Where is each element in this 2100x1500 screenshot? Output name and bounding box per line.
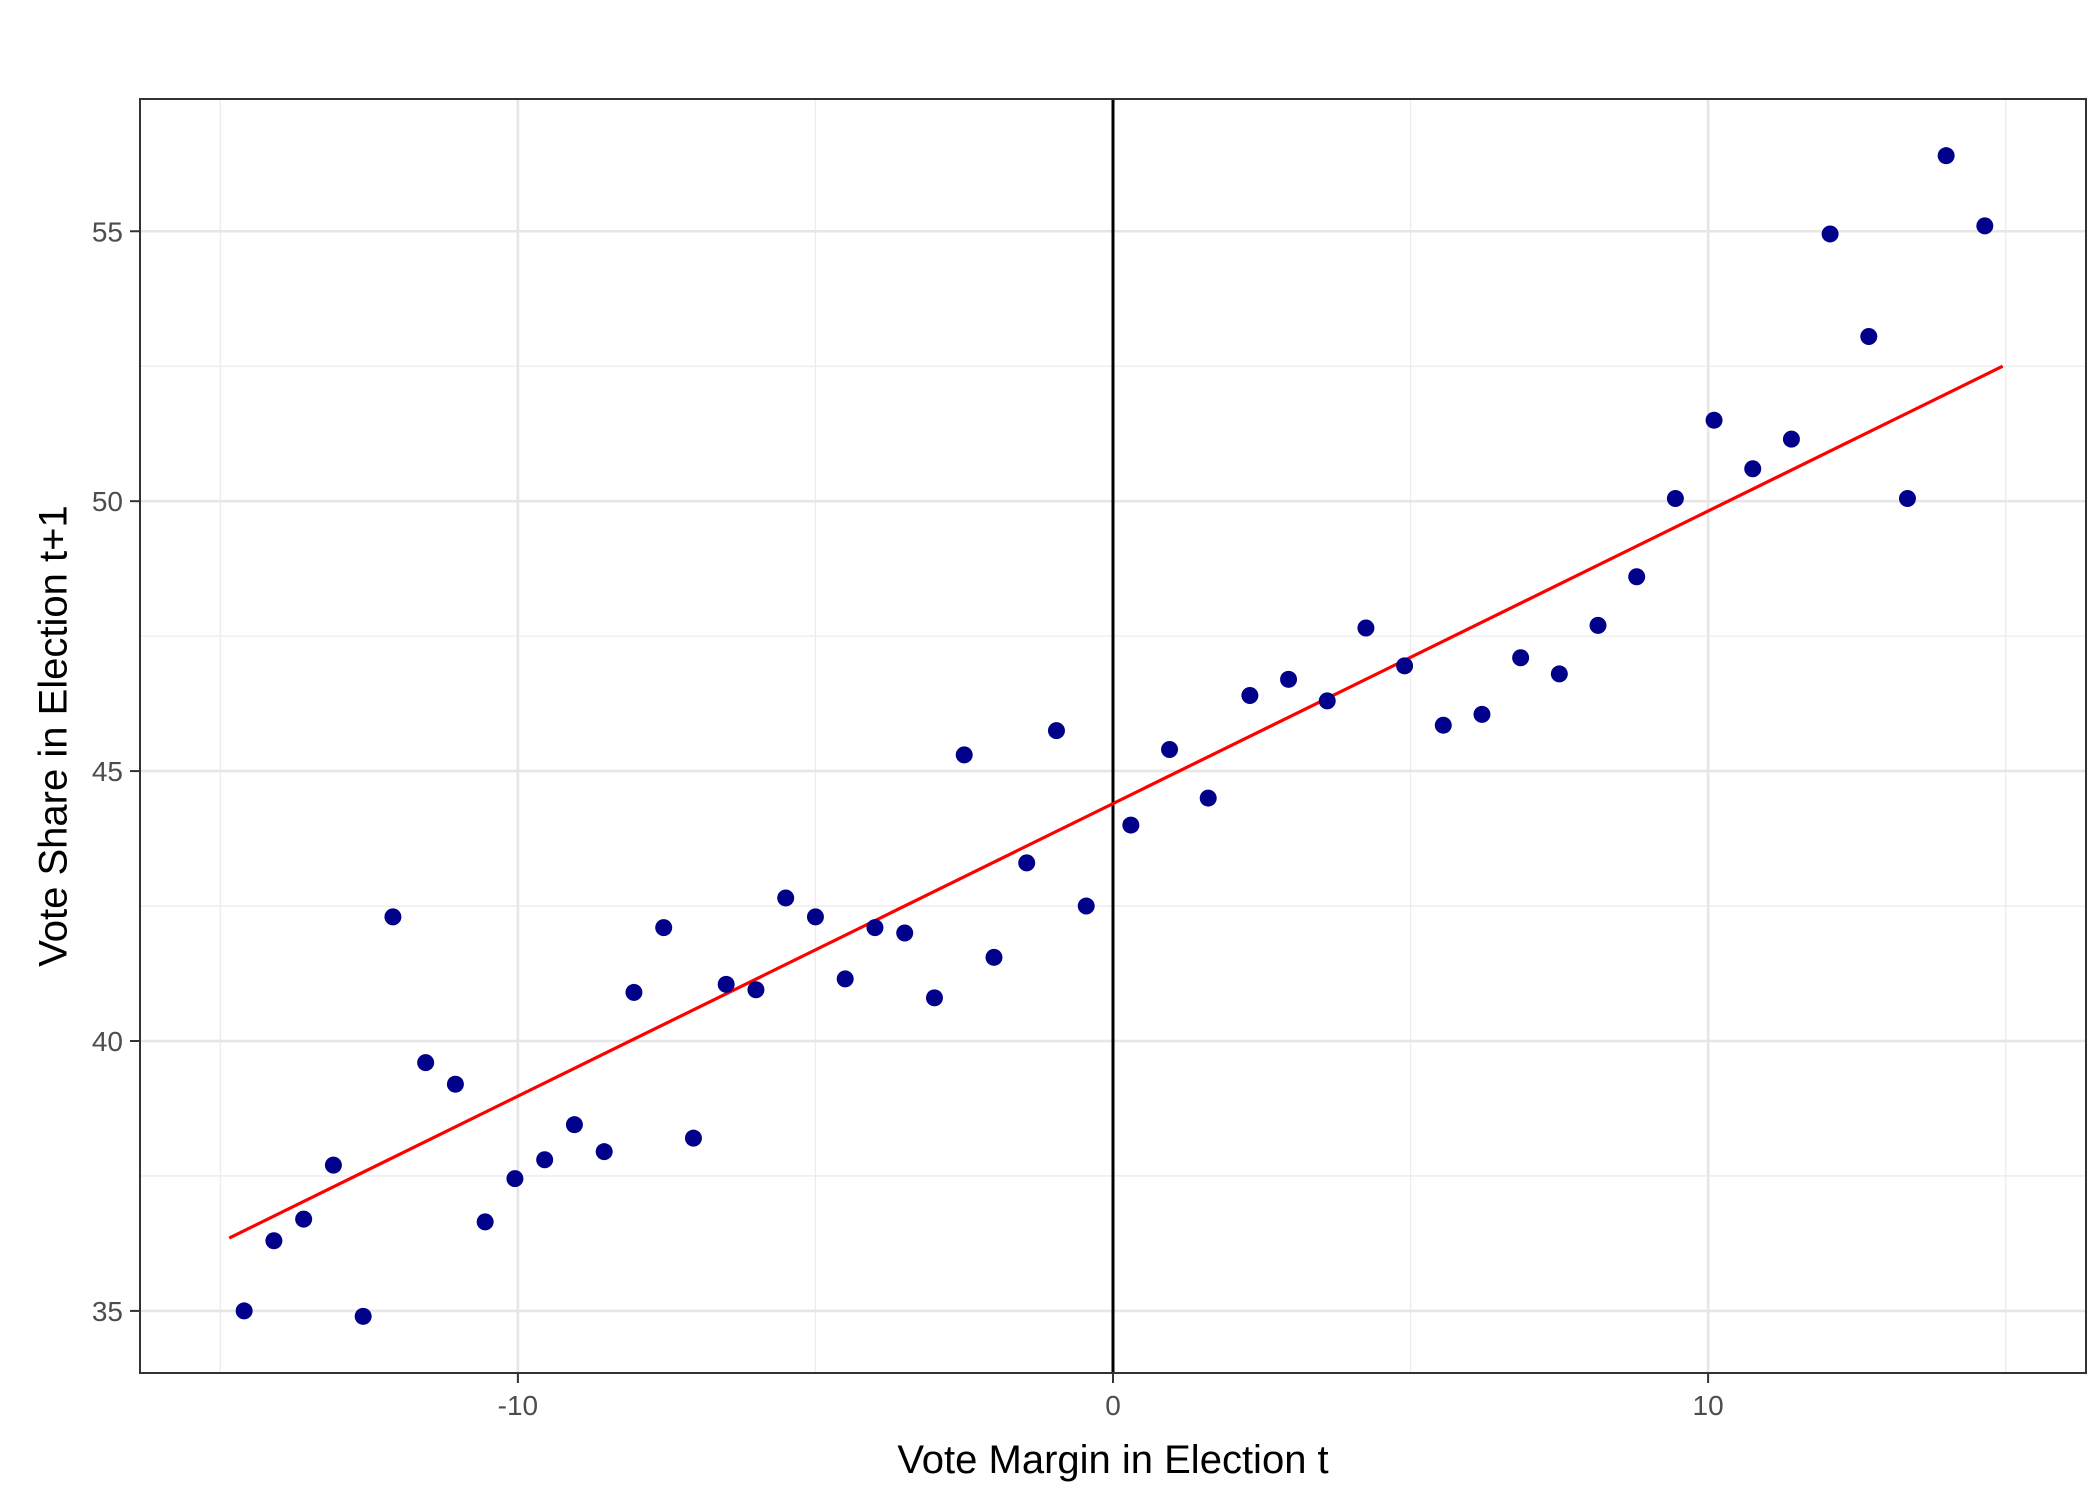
x-axis-ticks: -10 0 10 (498, 1373, 1724, 1421)
data-point (866, 919, 884, 937)
data-point (1512, 649, 1530, 667)
data-point (324, 1156, 342, 1174)
data-point (1782, 430, 1800, 448)
data-point (1898, 489, 1916, 507)
data-point (1589, 616, 1607, 634)
data-point (1434, 716, 1452, 734)
regression-line-layer (228, 364, 2004, 1240)
data-point (717, 975, 735, 993)
data-point (1628, 568, 1646, 586)
data-point (806, 908, 824, 926)
y-axis-ticks: 35 40 45 50 55 (92, 216, 140, 1327)
data-point (595, 1143, 613, 1161)
x-tick-label: -10 (498, 1390, 538, 1421)
data-point (1018, 854, 1036, 872)
data-point (1241, 687, 1259, 705)
data-point (565, 1116, 583, 1134)
data-point (536, 1151, 554, 1169)
data-point (777, 889, 795, 907)
data-point (985, 948, 1003, 966)
data-point (1666, 489, 1684, 507)
data-points (235, 147, 1994, 1325)
data-point (1860, 328, 1878, 346)
y-tick-label: 35 (92, 1296, 123, 1327)
data-point (476, 1213, 494, 1231)
data-point (384, 908, 402, 926)
data-point (1550, 665, 1568, 683)
data-point (1705, 411, 1723, 429)
data-point (1280, 670, 1298, 688)
data-point (625, 983, 643, 1001)
data-point (684, 1129, 702, 1147)
data-point (1937, 147, 1955, 165)
data-point (354, 1307, 372, 1325)
data-point (235, 1302, 253, 1320)
y-axis-title: Vote Share in Election t+1 (32, 505, 76, 966)
x-tick-label: 10 (1693, 1390, 1724, 1421)
data-point (1473, 705, 1491, 723)
data-point (896, 924, 914, 942)
data-point (1047, 722, 1065, 740)
regression-line (228, 364, 2004, 1240)
x-tick-label: 0 (1105, 1390, 1121, 1421)
data-point (655, 919, 673, 937)
data-point (1199, 789, 1217, 807)
data-point (1744, 460, 1762, 478)
data-point (1318, 692, 1336, 710)
data-point (925, 989, 943, 1007)
data-point (417, 1054, 435, 1072)
x-axis-title: Vote Margin in Election t (897, 1438, 1328, 1482)
data-point (265, 1232, 283, 1250)
data-point (1077, 897, 1095, 915)
data-point (1396, 657, 1414, 675)
y-tick-label: 40 (92, 1026, 123, 1057)
data-point (1122, 816, 1140, 834)
y-tick-label: 50 (92, 486, 123, 517)
data-point (446, 1075, 464, 1093)
data-point (1161, 740, 1179, 758)
data-point (836, 970, 854, 988)
y-tick-label: 45 (92, 756, 123, 787)
y-tick-label: 55 (92, 216, 123, 247)
data-point (747, 981, 765, 999)
data-point (955, 746, 973, 764)
data-point (1976, 217, 1994, 235)
data-point (1357, 619, 1375, 637)
data-point (1821, 225, 1839, 243)
data-point (295, 1210, 313, 1228)
data-point (506, 1170, 524, 1188)
